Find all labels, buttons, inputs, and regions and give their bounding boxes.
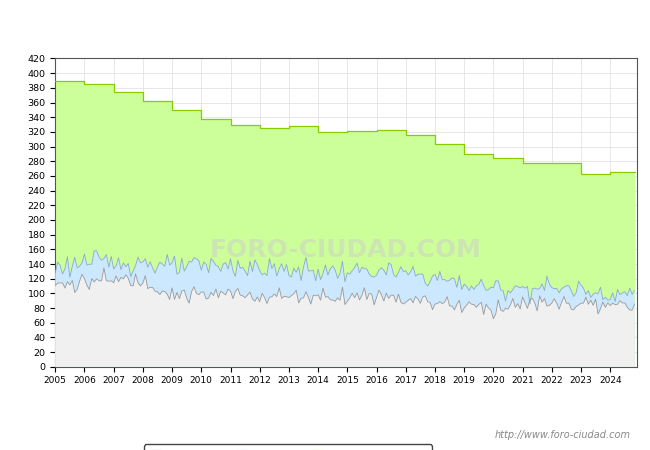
Text: Val de San Lorenzo - Evolucion de la poblacion en edad de Trabajar Noviembre de : Val de San Lorenzo - Evolucion de la pob… bbox=[75, 19, 575, 29]
Legend: Ocupados, Parados, Hab. entre 16-64: Ocupados, Parados, Hab. entre 16-64 bbox=[144, 445, 432, 450]
Text: http://www.foro-ciudad.com: http://www.foro-ciudad.com bbox=[495, 430, 630, 440]
Text: FORO-CIUDAD.COM: FORO-CIUDAD.COM bbox=[210, 238, 482, 261]
